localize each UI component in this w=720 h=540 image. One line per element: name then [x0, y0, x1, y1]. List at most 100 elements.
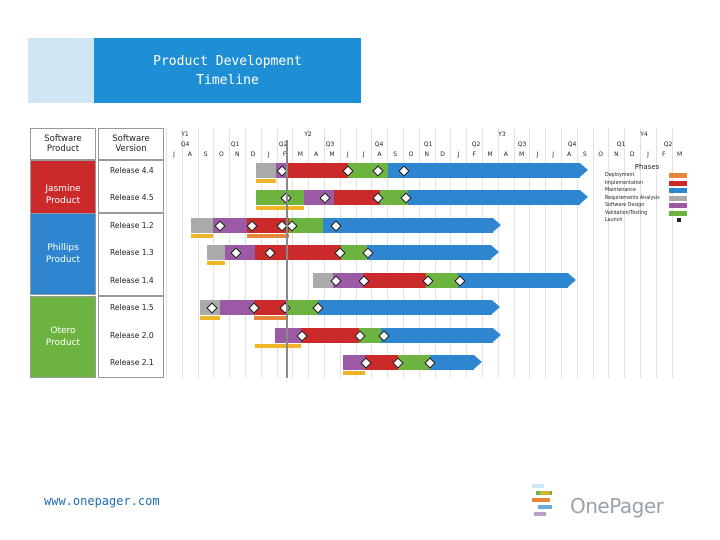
phase-sub-bar: [255, 344, 275, 348]
phase-bar: [398, 355, 430, 370]
grid-line: [513, 128, 515, 378]
year-label: Y4: [640, 131, 648, 138]
grid-line: [561, 128, 562, 378]
month-label: D: [629, 151, 635, 158]
phase-sub-bar: [247, 234, 289, 238]
brand-name: OnePager: [570, 494, 664, 518]
version-label: Release 1.4: [110, 276, 154, 285]
phase-bar: [381, 328, 493, 343]
legend-item: Launch: [605, 217, 691, 225]
legend-swatch: [669, 203, 687, 208]
grid-line: [197, 128, 199, 378]
legend-swatch: [669, 173, 687, 178]
legend-item: Requirements Analysis: [605, 195, 691, 203]
phase-bar-arrow: [568, 273, 576, 287]
phase-bar: [207, 245, 225, 260]
quarter-label: Q3: [325, 141, 335, 148]
month-label: S: [203, 151, 208, 158]
phase-bar: [247, 218, 289, 233]
phase-bar: [341, 245, 367, 260]
version-label: Release 4.5: [110, 193, 154, 202]
phase-sub-bar: [256, 206, 304, 210]
legend-swatch: [669, 188, 687, 193]
onepager-logo-icon: [532, 484, 552, 516]
month-label: N: [614, 151, 619, 158]
product-box: Otero Product: [30, 296, 96, 378]
version-label: Release 4.4: [110, 166, 154, 175]
legend-label: Implementation: [605, 180, 644, 186]
phase-bar: [430, 355, 474, 370]
quarter-label: Q4: [180, 141, 190, 148]
title-block: Product Development Timeline: [28, 38, 361, 103]
month-label: A: [314, 151, 319, 158]
grid-line: [181, 128, 183, 378]
month-label: A: [566, 151, 572, 158]
phase-bar: [363, 273, 426, 288]
month-label: O: [408, 151, 414, 158]
month-label: J: [267, 151, 270, 158]
today-marker-line: [286, 140, 288, 378]
grid-line: [608, 128, 610, 378]
quarter-label: Q2: [663, 141, 673, 148]
month-label: A: [503, 151, 508, 158]
legend-item: Maintenance: [605, 187, 691, 195]
phase-bar: [367, 245, 491, 260]
grid-line: [576, 128, 578, 378]
month-label: M: [297, 151, 303, 158]
month-label: N: [234, 151, 240, 158]
phase-bar: [359, 328, 381, 343]
phase-bar: [343, 355, 365, 370]
month-label: J: [346, 151, 349, 158]
phase-bar: [275, 328, 301, 343]
month-label: J: [536, 151, 539, 158]
year-label: Y1: [181, 131, 189, 138]
month-label: A: [187, 151, 192, 158]
phase-sub-bar: [256, 179, 276, 183]
month-label: F: [662, 151, 666, 158]
header-software-version: Software Version: [98, 128, 164, 160]
version-label: Release 1.2: [110, 221, 154, 230]
grid-line: [545, 128, 547, 378]
version-label: Release 2.1: [110, 358, 154, 367]
chart-title: Product Development Timeline: [94, 38, 361, 103]
month-label: M: [677, 151, 683, 158]
version-label: Release 1.3: [110, 248, 154, 257]
phase-bar: [289, 218, 323, 233]
month-label: M: [487, 151, 493, 158]
phase-bar-arrow: [491, 245, 499, 259]
month-label: S: [582, 151, 587, 158]
month-label: O: [598, 151, 603, 158]
month-label: F: [282, 151, 287, 158]
legend-item: Deployment: [605, 172, 691, 180]
phase-bar: [388, 163, 580, 178]
legend-swatch: [669, 195, 687, 201]
phase-sub-bar: [275, 344, 301, 348]
phase-bar: [408, 190, 580, 205]
grid-line: [640, 128, 641, 378]
product-box: Phillips Product: [30, 213, 96, 295]
phase-bar-arrow: [493, 328, 501, 342]
phase-bar: [220, 300, 254, 315]
year-label: Y2: [304, 131, 312, 138]
quarter-label: Q3: [517, 141, 527, 148]
legend-label: Requirements Analysis: [605, 195, 660, 201]
phase-bar: [380, 190, 408, 205]
phase-bar-arrow: [492, 300, 500, 314]
phase-bar: [255, 245, 341, 260]
grid-line: [624, 128, 626, 378]
grid-line: [655, 128, 657, 378]
footer-url[interactable]: www.onepager.com: [44, 494, 160, 508]
phase-bar: [301, 328, 359, 343]
year-label: Y3: [498, 131, 506, 138]
month-label: F: [472, 151, 476, 158]
month-label: A: [377, 151, 382, 158]
version-lane-otero: [98, 296, 164, 378]
month-label: N: [424, 151, 430, 158]
phase-bar: [365, 355, 398, 370]
quarter-label: Q2: [471, 141, 481, 148]
version-label: Release 2.0: [110, 331, 154, 340]
month-label: J: [552, 151, 555, 158]
phase-sub-bar: [343, 371, 365, 375]
month-label: J: [647, 151, 649, 158]
phase-bar: [426, 273, 458, 288]
